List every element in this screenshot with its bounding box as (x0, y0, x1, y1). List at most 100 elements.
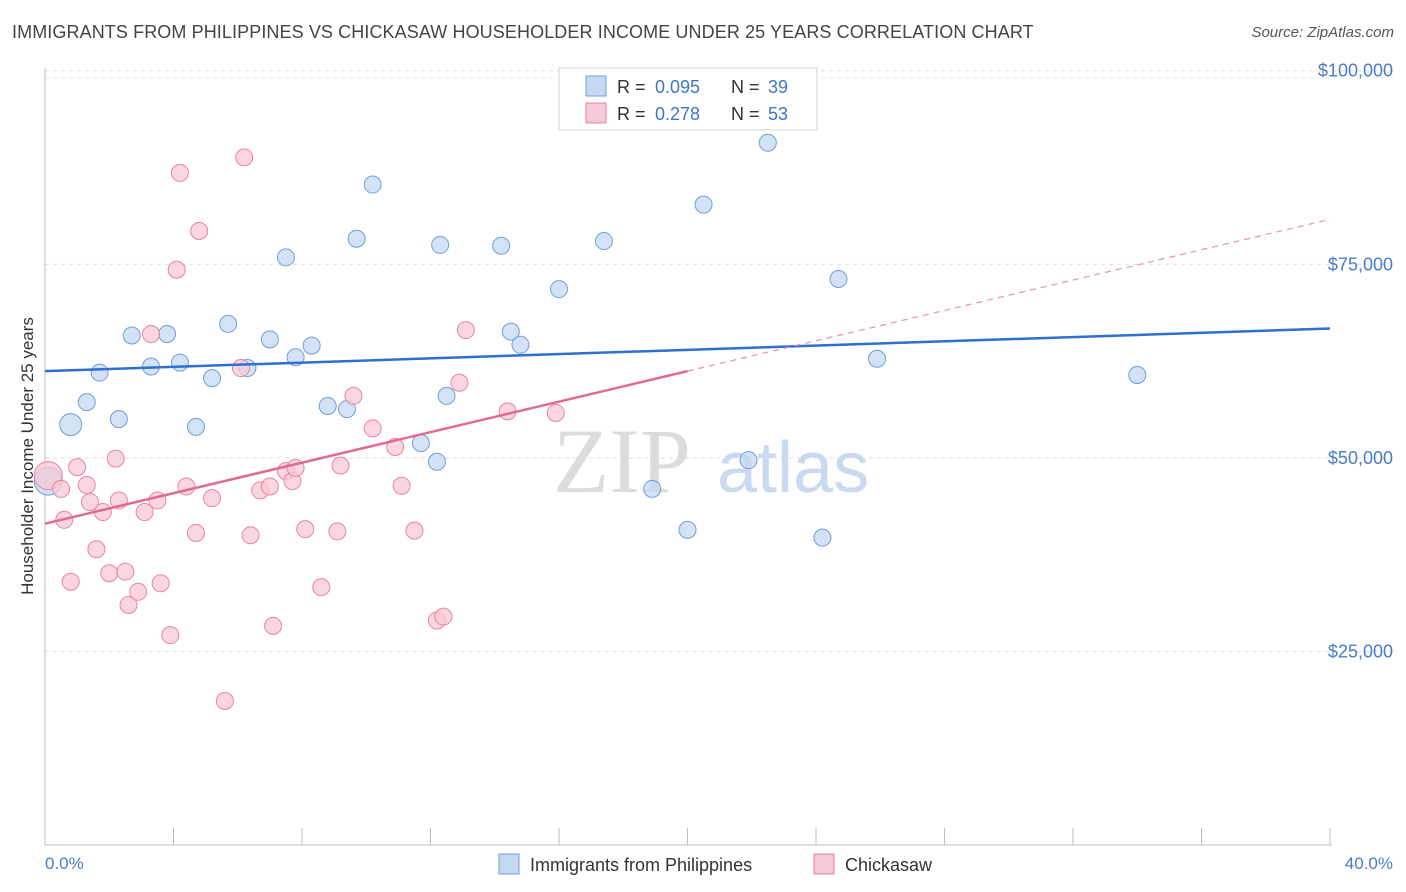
philippines-point (276, 248, 295, 267)
philippines-point (318, 396, 337, 415)
stats-legend: R = 0.095 N = 39 R = 0.278 N = 53 (558, 67, 818, 131)
chickasaw-point (142, 324, 161, 343)
chickasaw-point (161, 626, 180, 645)
y-axis-label: Householder Income Under 25 years (18, 317, 37, 595)
stats-swatch-philippines (585, 75, 607, 97)
chickasaw-trend-line (44, 369, 688, 525)
stats-n-label-2: N = (731, 104, 765, 124)
chickasaw-point (129, 582, 148, 601)
philippines-point (109, 410, 128, 429)
legend-swatch-chickasaw (813, 853, 835, 875)
stats-r-label-1: R = (617, 77, 651, 97)
x-tick-label-min: 0.0% (45, 854, 84, 873)
legend-label-chickasaw: Chickasaw (845, 855, 933, 875)
chickasaw-point (546, 403, 565, 422)
stats-n-value-2: 53 (768, 104, 788, 124)
philippines-point (122, 326, 141, 345)
chickasaw-point (100, 564, 119, 583)
philippines-point (347, 229, 366, 248)
chickasaw-point (170, 163, 189, 182)
chickasaw-point (434, 607, 453, 626)
philippines-point (829, 269, 848, 288)
stats-r-label-2: R = (617, 104, 651, 124)
chickasaw-point (167, 260, 186, 279)
philippines-point (427, 452, 446, 471)
chickasaw-point (235, 148, 254, 167)
philippines-point (186, 417, 205, 436)
chickasaw-trend-extension (687, 218, 1331, 372)
y-tick-label: $100,000 (1318, 61, 1393, 81)
data-points (33, 91, 1147, 710)
philippines-point (363, 175, 382, 194)
legend-swatch-philippines (498, 853, 520, 875)
philippines-point (411, 434, 430, 453)
philippines-point (90, 363, 109, 382)
philippines-point (219, 314, 238, 333)
chickasaw-point (231, 359, 250, 378)
philippines-point (1128, 366, 1147, 385)
source-label: Source: ZipAtlas.com (1251, 24, 1394, 41)
chickasaw-point (186, 523, 205, 542)
chickasaw-point (77, 475, 96, 494)
philippines-point (203, 369, 222, 388)
stats-n-label-1: N = (731, 77, 765, 97)
philippines-point (643, 479, 662, 498)
chickasaw-point (328, 522, 347, 541)
chickasaw-point (264, 616, 283, 635)
chart-title: IMMIGRANTS FROM PHILIPPINES VS CHICKASAW… (12, 22, 1034, 42)
philippines-point (170, 353, 189, 372)
philippines-point (868, 349, 887, 368)
philippines-point (813, 528, 832, 547)
chickasaw-point (203, 489, 222, 508)
chickasaw-point (260, 477, 279, 496)
trend-lines (44, 218, 1331, 525)
stats-r-value-2: 0.278 (655, 104, 700, 124)
chickasaw-point (344, 386, 363, 405)
philippines-point (501, 322, 520, 341)
x-tick-label-max: 40.0% (1345, 854, 1393, 873)
philippines-point (492, 236, 511, 255)
philippines-point (437, 386, 456, 405)
chickasaw-point (119, 595, 138, 614)
axes (44, 68, 1332, 846)
chickasaw-point (392, 476, 411, 495)
chickasaw-point (363, 419, 382, 438)
bottom-legend: Immigrants from Philippines Chickasaw (498, 853, 933, 875)
chickasaw-point (296, 520, 315, 539)
stats-swatch-chickasaw (585, 102, 607, 124)
stats-r-value-1: 0.095 (655, 77, 700, 97)
chickasaw-point (190, 221, 209, 240)
chickasaw-point (151, 574, 170, 593)
philippines-point (678, 520, 697, 539)
y-tick-labels: $25,000 $50,000 $75,000 $100,000 (1318, 61, 1393, 662)
chickasaw-point (135, 503, 154, 522)
y-tick-label: $75,000 (1328, 254, 1393, 274)
stats-n-value-1: 39 (768, 77, 788, 97)
chickasaw-point (456, 321, 475, 340)
philippines-point (158, 324, 177, 343)
chickasaw-point (312, 578, 331, 597)
philippines-point (511, 335, 530, 354)
chickasaw-point (450, 373, 469, 392)
philippines-point (758, 133, 777, 152)
chickasaw-point (331, 456, 350, 475)
philippines-point (302, 336, 321, 355)
legend-label-philippines: Immigrants from Philippines (530, 855, 752, 875)
philippines-point (59, 413, 83, 437)
chickasaw-point (80, 492, 99, 511)
chickasaw-point (405, 521, 424, 540)
philippines-point (550, 280, 568, 299)
y-tick-label: $50,000 (1328, 448, 1393, 468)
chickasaw-point (215, 691, 234, 710)
x-ticks (44, 828, 1331, 845)
chickasaw-point (241, 526, 260, 545)
watermark-atlas: atlas (717, 428, 869, 508)
philippines-point (694, 195, 713, 214)
philippines-point (77, 393, 96, 412)
chickasaw-point (106, 449, 125, 468)
philippines-point (431, 235, 450, 254)
chickasaw-point (116, 562, 135, 581)
watermark-zip: ZIP (553, 410, 691, 512)
philippines-trend-line (44, 327, 1331, 373)
